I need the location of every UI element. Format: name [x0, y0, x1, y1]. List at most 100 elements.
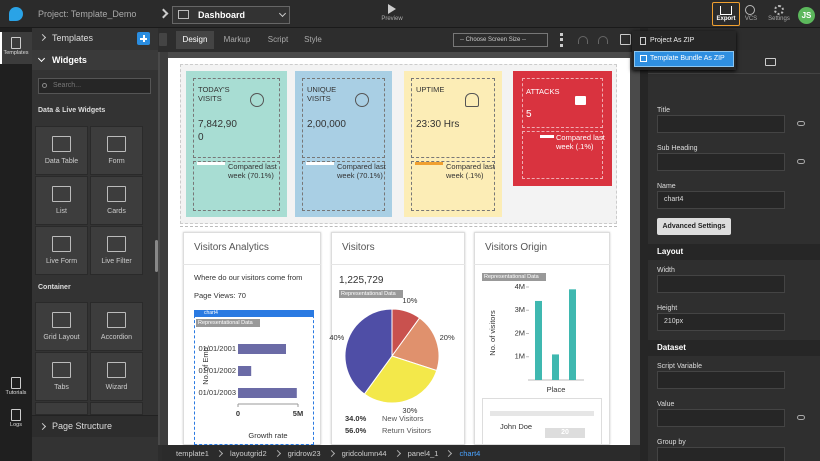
rail-icon[interactable]	[11, 37, 21, 49]
panel-subtitle: Where do our visitors come from	[194, 273, 303, 282]
widget-tile[interactable]	[90, 176, 143, 225]
add-plus-v	[143, 35, 145, 42]
card-value: 5	[526, 109, 532, 120]
card-title: UPTIME	[416, 85, 445, 94]
card-value: 7,842,900	[198, 119, 237, 143]
field-label: Script Variable	[657, 363, 703, 370]
card-bottom-frame	[193, 161, 280, 211]
preview-icon[interactable]	[388, 4, 396, 14]
link-icon[interactable]	[797, 415, 805, 420]
widget-tag[interactable]: chart4	[194, 310, 314, 317]
widget-tile[interactable]	[35, 226, 88, 275]
chart-badge: Representational Data	[482, 273, 546, 281]
breadcrumb-item[interactable]: gridrow23	[287, 448, 321, 458]
user-avatar[interactable]: JS	[798, 7, 815, 24]
more-button[interactable]	[560, 33, 563, 47]
undo-button[interactable]	[578, 36, 588, 44]
field-label: Value	[657, 401, 675, 408]
widget-icon	[52, 136, 71, 152]
collapse-button[interactable]	[159, 33, 167, 46]
selected-widget[interactable]	[194, 310, 314, 445]
field-input[interactable]	[657, 447, 785, 461]
redo-button[interactable]	[598, 36, 608, 44]
card-top-frame	[302, 78, 385, 158]
search-box[interactable]: Search...	[38, 78, 151, 94]
menu-item-highlight[interactable]	[634, 51, 734, 67]
widget-tile[interactable]	[90, 302, 143, 351]
card-title: UNIQUE VISITS	[307, 85, 337, 104]
advanced-button[interactable]: Advanced Settings	[657, 218, 731, 235]
scrollbar	[155, 240, 158, 272]
breadcrumb-item[interactable]: template1	[176, 448, 209, 458]
panel	[474, 232, 610, 445]
page-select[interactable]: Dashboard	[172, 6, 290, 24]
widget-tile[interactable]	[90, 226, 143, 275]
page-structure-bar	[32, 415, 158, 437]
card-bottom-frame	[522, 131, 603, 179]
menu-icon	[640, 37, 646, 45]
project-name[interactable]: Project: Template_Demo	[38, 9, 137, 19]
templates-header[interactable]: Templates	[52, 33, 94, 43]
breadcrumb-item[interactable]: gridcolumn44	[341, 448, 387, 458]
card-bar	[197, 162, 225, 165]
field-input[interactable]	[657, 275, 785, 293]
menu-item[interactable]: Project As ZIP	[650, 37, 695, 44]
breadcrumb-separator	[327, 449, 335, 457]
card-icon	[250, 93, 264, 107]
top-bar	[0, 0, 820, 28]
editor-tab[interactable]: Markup	[223, 35, 251, 44]
editor-toolbar	[158, 28, 640, 52]
menu-icon	[640, 55, 647, 62]
widget-tile[interactable]	[35, 126, 88, 175]
properties-tab-icon[interactable]	[765, 58, 776, 66]
rail-icon[interactable]	[11, 377, 21, 389]
breadcrumb-item[interactable]: layoutgrid2	[229, 448, 267, 458]
editor-tab[interactable]: Style	[304, 35, 322, 44]
breadcrumb-item[interactable]: chart4	[459, 448, 481, 458]
table-name: John Doe	[500, 422, 533, 431]
rail-label[interactable]: Tutorials	[5, 390, 27, 396]
field-input[interactable]: chart4	[657, 191, 785, 209]
field-input[interactable]	[657, 371, 785, 389]
save-button[interactable]	[620, 34, 631, 45]
widget-label: Grid Layout	[43, 334, 80, 341]
link-icon[interactable]	[797, 121, 805, 126]
widget-tile[interactable]	[90, 402, 143, 415]
screen-size-select[interactable]: -- Choose Screen Size --	[453, 33, 548, 47]
panel-stat: Page Views: 70	[194, 291, 246, 300]
breadcrumb-separator	[273, 449, 281, 457]
rail-label[interactable]: Logs	[10, 422, 22, 428]
field-input[interactable]	[657, 115, 785, 133]
widget-tile[interactable]	[35, 176, 88, 225]
widget-tile[interactable]	[90, 352, 143, 401]
editor-tab[interactable]: Script	[267, 35, 289, 44]
settings-label: Settings	[768, 16, 790, 22]
settings-icon[interactable]	[774, 5, 784, 15]
widget-label: Accordion	[100, 334, 133, 341]
vcs-icon[interactable]	[745, 5, 755, 15]
widget-tile[interactable]	[90, 126, 143, 175]
page-structure-header[interactable]: Page Structure	[52, 421, 113, 431]
rail-label[interactable]: Templates	[3, 50, 29, 56]
card-top-frame	[193, 78, 280, 158]
export-button[interactable]	[712, 2, 740, 26]
field-label: Name	[657, 183, 676, 190]
widget-tile[interactable]	[35, 352, 88, 401]
editor-tab[interactable]: Design	[176, 31, 214, 49]
breadcrumb-separator	[393, 449, 401, 457]
menu-item[interactable]: Template Bundle As ZIP	[650, 55, 725, 62]
widgets-header[interactable]: Widgets	[52, 55, 87, 65]
card-title: ATTACKS	[526, 87, 560, 96]
link-icon[interactable]	[797, 159, 805, 164]
field-input[interactable]	[657, 153, 785, 171]
field-input[interactable]	[657, 409, 785, 427]
widget-tile[interactable]	[35, 302, 88, 351]
field-input[interactable]: 210px	[657, 313, 785, 331]
widget-tile[interactable]	[35, 402, 88, 415]
stat-card	[295, 71, 392, 217]
rail-icon[interactable]	[11, 409, 21, 421]
breadcrumb-item[interactable]: panel4_1	[407, 448, 439, 458]
panel-title: Visitors	[342, 242, 375, 253]
widget-icon	[52, 362, 71, 378]
widget-label: Data Table	[44, 158, 79, 165]
